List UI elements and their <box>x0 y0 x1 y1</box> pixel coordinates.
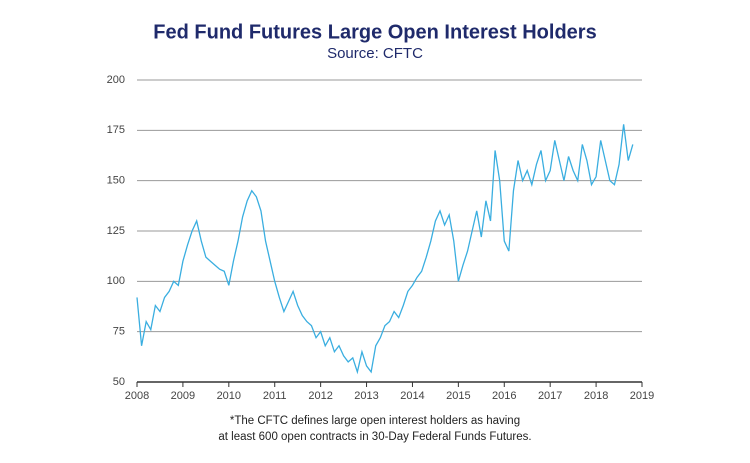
y-tick-label: 125 <box>107 225 125 237</box>
data-line <box>136 124 634 375</box>
x-tick-label: 2009 <box>171 390 195 402</box>
x-tick-label: 2010 <box>217 390 241 402</box>
x-tick-label: 2012 <box>308 390 332 402</box>
footnote: at least 600 open contracts in 30-Day Fe… <box>218 431 531 443</box>
x-tick-label: 2018 <box>584 390 608 402</box>
x-tick-label: 2014 <box>400 390 424 402</box>
y-tick-label: 100 <box>107 275 125 287</box>
x-tick-label: 2019 <box>630 390 654 402</box>
x-tick-label: 2017 <box>538 390 562 402</box>
chart-title: Fed Fund Futures Large Open Interest Hol… <box>153 21 596 43</box>
x-tick-label: 2016 <box>492 390 516 402</box>
chart-subtitle: Source: CFTC <box>327 45 423 62</box>
y-tick-label: 50 <box>113 376 125 388</box>
y-tick-label: 200 <box>107 74 125 86</box>
footnote: *The CFTC defines large open interest ho… <box>230 415 520 427</box>
x-tick-label: 2011 <box>263 390 287 402</box>
x-tick-label: 2015 <box>446 390 470 402</box>
y-tick-label: 75 <box>113 326 125 338</box>
x-tick-label: 2008 <box>125 390 149 402</box>
y-tick-label: 150 <box>107 175 125 187</box>
x-tick-label: 2013 <box>354 390 378 402</box>
y-tick-label: 175 <box>107 124 125 136</box>
